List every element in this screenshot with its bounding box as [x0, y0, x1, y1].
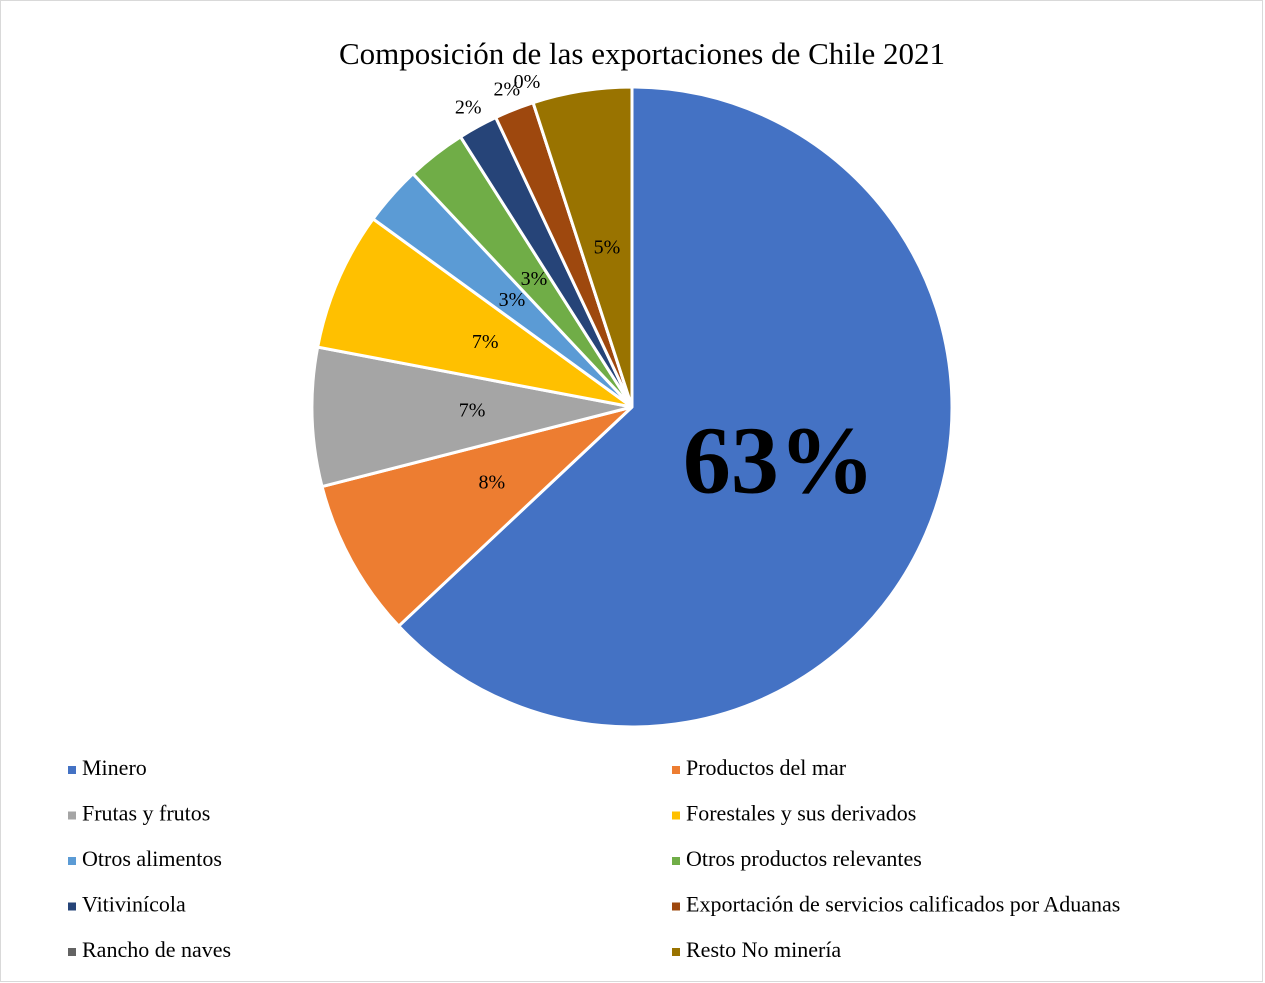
- pie-slice: [310, 345, 633, 489]
- legend-swatch: [672, 766, 680, 774]
- data-label: 2%: [455, 97, 482, 119]
- data-label: 63%: [683, 407, 875, 514]
- legend-swatch: [68, 902, 76, 911]
- legend-label: Forestales y sus derivados: [686, 801, 916, 826]
- legend-swatch: [68, 811, 76, 820]
- legend-label: Vitivinícola: [82, 892, 186, 917]
- legend-swatch: [672, 811, 680, 820]
- pie-slice: [396, 85, 954, 729]
- data-label: 8%: [478, 472, 505, 494]
- legend-swatch: [672, 857, 680, 865]
- data-label: 3%: [499, 289, 526, 311]
- legend-label: Minero: [82, 755, 147, 780]
- legend-label: Frutas y frutos: [82, 801, 210, 826]
- legend-swatch: [68, 948, 76, 956]
- legend-swatch: [672, 902, 680, 911]
- legend-swatch: [68, 857, 76, 865]
- data-label: 7%: [472, 331, 499, 353]
- chart-title: Composición de las exportaciones de Chil…: [339, 36, 945, 71]
- legend-label: Productos del mar: [686, 755, 847, 780]
- legend-label: Exportación de servicios calificados por…: [686, 892, 1120, 917]
- legend-label: Resto No minería: [686, 937, 841, 962]
- legend-swatch: [68, 766, 76, 774]
- data-label: 2%: [494, 78, 521, 100]
- data-label: 3%: [521, 268, 548, 290]
- pie-slice: [315, 216, 633, 409]
- data-label: 5%: [594, 237, 621, 259]
- pie-slice: [531, 85, 634, 408]
- legend-swatch: [672, 948, 680, 956]
- legend-label: Rancho de naves: [82, 937, 231, 962]
- data-label: 7%: [459, 400, 486, 422]
- data-label: 0%: [514, 71, 541, 93]
- pie-slice: [320, 405, 634, 629]
- legend-label: Otros productos relevantes: [686, 846, 922, 871]
- legend-label: Otros alimentos: [82, 846, 222, 871]
